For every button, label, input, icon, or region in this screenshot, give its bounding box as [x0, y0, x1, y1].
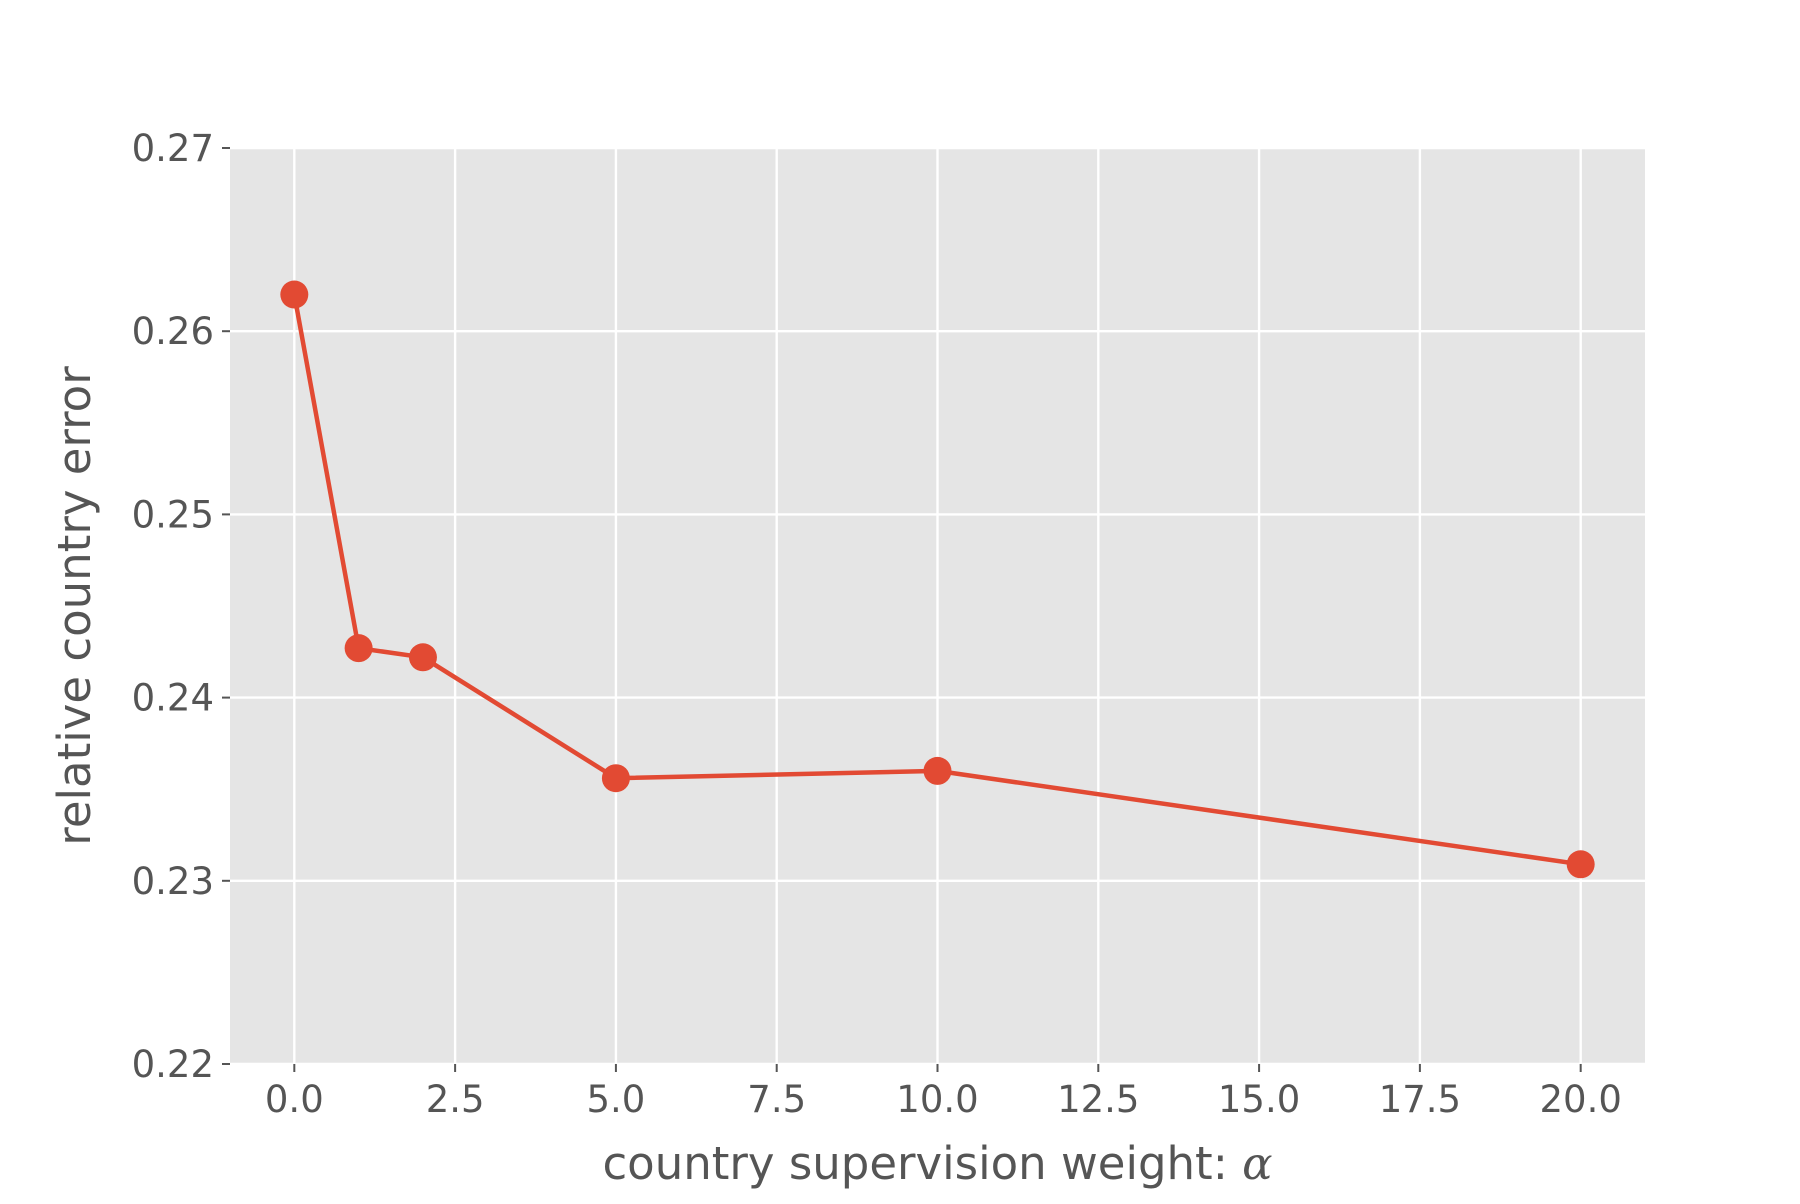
y-tick-label: 0.27 [132, 127, 214, 170]
data-point [408, 643, 437, 672]
y-tick-label: 0.22 [132, 1043, 214, 1086]
x-tick-label: 15.0 [1218, 1078, 1300, 1121]
x-tick-label: 5.0 [586, 1078, 645, 1121]
y-axis-label: relative country error [48, 366, 101, 846]
x-tick-label: 20.0 [1539, 1078, 1621, 1121]
y-tick-label: 0.23 [132, 860, 214, 903]
x-axis-ticks: 0.0 2.5 5.0 7.5 10.0 12.5 15.0 17.5 20.0 [265, 1064, 1622, 1121]
data-point [1566, 850, 1595, 879]
data-point [923, 756, 952, 785]
x-axis-label-text: country supervision weight: [602, 1137, 1242, 1190]
y-axis-ticks: 0.22 0.23 0.24 0.25 0.26 0.27 [132, 127, 230, 1086]
x-tick-label: 0.0 [265, 1078, 324, 1121]
x-axis-label: country supervision weight: α [602, 1137, 1272, 1190]
x-axis-label-symbol: α [1242, 1137, 1272, 1190]
series-line [292, 294, 1582, 867]
data-point [601, 764, 630, 793]
y-tick-label: 0.24 [132, 677, 214, 720]
x-tick-label: 10.0 [896, 1078, 978, 1121]
data-point [344, 634, 373, 663]
data-point [280, 280, 309, 309]
series-layer [280, 280, 1595, 879]
y-tick-label: 0.25 [132, 493, 214, 536]
x-tick-label: 2.5 [426, 1078, 485, 1121]
x-tick-label: 7.5 [747, 1078, 806, 1121]
x-tick-label: 12.5 [1057, 1078, 1139, 1121]
y-tick-label: 0.26 [132, 310, 214, 353]
x-tick-label: 17.5 [1379, 1078, 1461, 1121]
